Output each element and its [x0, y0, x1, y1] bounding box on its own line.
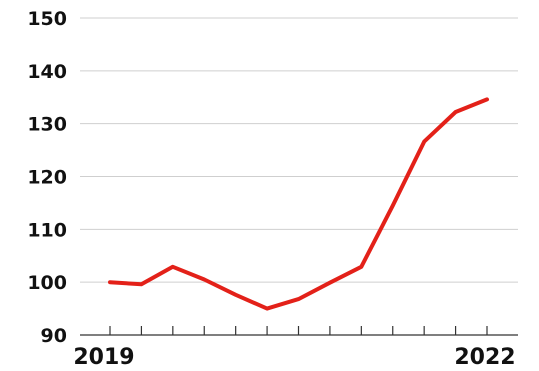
- y-tick-label-100: 100: [27, 272, 67, 294]
- x-axis-labels: 2019 2022: [73, 345, 515, 370]
- series-line-0: [108, 97, 489, 311]
- y-tick-label-90: 90: [41, 325, 67, 347]
- y-tick-label-140: 140: [27, 61, 67, 83]
- y-tick-label-130: 130: [27, 114, 67, 136]
- y-tick-label-150: 150: [27, 8, 67, 30]
- y-tick-label-120: 120: [27, 167, 67, 189]
- y-axis-tick-labels: 90 100 110 120 130 140 150: [27, 8, 67, 347]
- x-axis: [80, 326, 518, 336]
- gridlines: [80, 17, 518, 283]
- x-tick-label-2022: 2022: [454, 345, 515, 370]
- x-tick-label-2019: 2019: [73, 345, 134, 370]
- y-tick-label-110: 110: [27, 219, 67, 241]
- series-layer: [108, 97, 489, 311]
